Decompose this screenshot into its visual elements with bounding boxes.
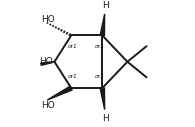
Text: or1: or1	[94, 74, 104, 79]
Text: or1: or1	[94, 44, 104, 49]
Text: or1: or1	[68, 74, 78, 79]
Text: or1: or1	[68, 44, 78, 49]
Text: H: H	[103, 114, 109, 123]
Polygon shape	[100, 14, 105, 36]
Polygon shape	[100, 88, 105, 110]
Polygon shape	[47, 86, 72, 100]
Text: HO: HO	[41, 101, 55, 110]
Text: H: H	[103, 1, 109, 10]
Text: HO: HO	[41, 15, 55, 24]
Text: HO: HO	[39, 57, 53, 66]
